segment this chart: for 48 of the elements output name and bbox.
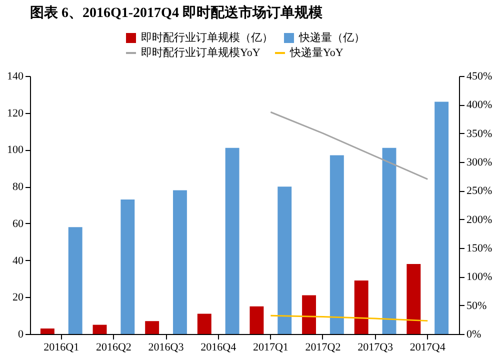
y-tick-label: 0 [18, 328, 24, 340]
bar [302, 295, 316, 334]
bar [197, 314, 212, 334]
bar [225, 148, 240, 334]
bar [330, 155, 344, 334]
bar [434, 102, 449, 334]
bar [68, 227, 82, 334]
y2-tick-label: 0% [466, 328, 482, 340]
x-tick-label: 2016Q2 [96, 342, 132, 354]
y-tick-label: 120 [7, 107, 24, 120]
bar [278, 186, 292, 334]
y2-tick-label: 400% [466, 99, 492, 112]
bar [406, 264, 421, 334]
bar [120, 199, 135, 334]
bar [382, 148, 396, 334]
y2-tick-label: 50% [466, 300, 487, 312]
x-tick-label: 2016Q3 [148, 342, 184, 354]
x-tick-label: 2017Q3 [358, 342, 394, 354]
bar [250, 306, 264, 334]
x-tick-label: 2017Q4 [410, 342, 446, 354]
y-tick-label: 140 [7, 70, 24, 82]
x-tick-label: 2017Q1 [252, 342, 288, 354]
legend-label: 快递量YoY [289, 46, 344, 59]
y-tick-label: 100 [7, 144, 24, 156]
y2-tick-label: 150% [466, 242, 492, 254]
y2-tick-label: 250% [466, 185, 492, 198]
y-tick-label: 40 [12, 254, 24, 267]
y-tick-label: 20 [12, 292, 24, 304]
y2-tick-label: 300% [466, 156, 492, 168]
x-tick-label: 2016Q4 [200, 342, 237, 354]
bar [145, 321, 160, 334]
bar [40, 328, 54, 334]
y2-tick-label: 450% [466, 70, 492, 82]
bar [354, 280, 368, 334]
chart-title: 图表 6、2016Q1-2017Q4 即时配送市场订单规模 [30, 4, 324, 21]
legend-label: 即时配行业订单规模YoY [141, 46, 260, 59]
x-tick-label: 2017Q2 [305, 342, 341, 354]
bar [173, 190, 187, 334]
y2-tick-label: 350% [466, 128, 492, 140]
legend-label: 即时配行业订单规模（亿） [141, 31, 273, 44]
bar [92, 324, 107, 334]
y2-tick-label: 100% [466, 271, 492, 284]
legend-label: 快递量（亿） [298, 31, 365, 44]
y2-tick-label: 200% [466, 214, 492, 226]
x-tick-label: 2016Q1 [44, 342, 80, 354]
line-series [270, 111, 428, 180]
y-tick-label: 80 [12, 181, 24, 194]
y-tick-label: 60 [12, 218, 24, 230]
